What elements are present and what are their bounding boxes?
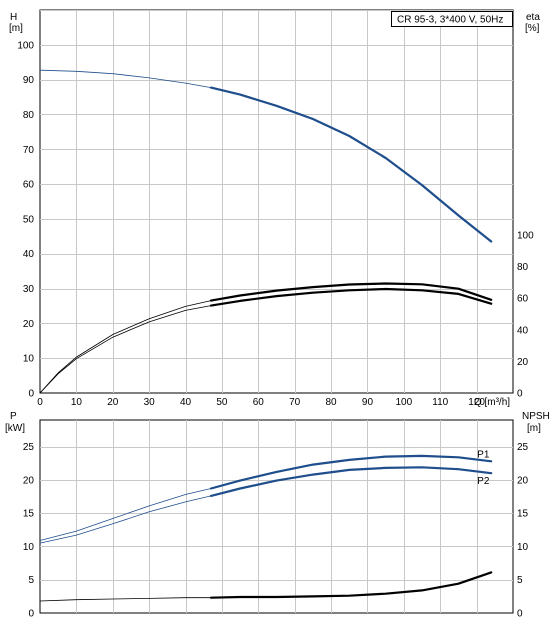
eta-axis-label: eta xyxy=(526,12,540,23)
eta-tick-label: 60 xyxy=(517,294,529,305)
p-tick-label: 25 xyxy=(23,442,35,453)
npsh-tick-label: 15 xyxy=(517,509,529,520)
q-tick-label: 70 xyxy=(289,397,301,408)
h-tick-label: 100 xyxy=(17,40,34,51)
npsh-tick-label: 5 xyxy=(517,575,523,586)
npsh-axis-label: NPSH xyxy=(522,411,550,422)
npsh-axis-unit: [m] xyxy=(527,423,541,434)
title-box xyxy=(391,11,513,27)
h-tick-label: 50 xyxy=(23,214,35,225)
h-axis-unit: [m] xyxy=(9,23,23,34)
h-tick-label: 30 xyxy=(23,284,35,295)
q-tick-label: 10 xyxy=(71,397,83,408)
upper-plot-frame xyxy=(39,9,514,394)
h-tick-label: 70 xyxy=(23,145,35,156)
eta-axis-unit: [%] xyxy=(525,23,540,34)
upper-series-2-curve-thin xyxy=(39,305,212,394)
p-tick-label: 0 xyxy=(28,609,34,620)
series-label-p1: P1 xyxy=(477,449,490,460)
q-tick-label: 30 xyxy=(144,397,156,408)
q-tick-label: 60 xyxy=(253,397,265,408)
upper-series-0-curve-thick xyxy=(209,86,493,243)
q-tick-label: 40 xyxy=(180,397,192,408)
eta-tick-label: 40 xyxy=(517,325,529,336)
upper-series-0-curve-thin xyxy=(39,69,212,88)
eta-tick-label: 80 xyxy=(517,262,529,273)
q-tick-label: 80 xyxy=(326,397,338,408)
upper-series-2-curve-thick xyxy=(209,287,493,307)
p1-curve-thin xyxy=(39,488,212,541)
lower-series-2-curve-thick xyxy=(209,571,493,599)
eta-tick-label: 0 xyxy=(517,389,523,400)
npsh-tick-label: 20 xyxy=(517,475,529,486)
p-axis-label: P xyxy=(10,411,17,422)
q-tick-label: 100 xyxy=(396,397,413,408)
q-tick-label: 50 xyxy=(216,397,228,408)
npsh-tick-label: 0 xyxy=(517,609,523,620)
p-tick-label: 20 xyxy=(23,475,35,486)
h-tick-label: 90 xyxy=(23,75,35,86)
p2-curve-thin xyxy=(39,495,212,544)
h-tick-label: 10 xyxy=(23,354,35,365)
series-label-p2: P2 xyxy=(477,476,490,487)
npsh-tick-label: 10 xyxy=(517,542,529,553)
h-tick-label: 0 xyxy=(28,389,34,400)
upper-series-1-curve-thin xyxy=(39,300,212,394)
eta-tick-label: 20 xyxy=(517,357,529,368)
p2-curve-thick xyxy=(209,466,493,497)
p-tick-label: 10 xyxy=(23,542,35,553)
lower-series-2-curve-thin xyxy=(39,597,211,602)
h-axis-label: H xyxy=(10,12,17,23)
chart-title: CR 95-3, 3*400 V, 50Hz xyxy=(397,15,503,26)
q-tick-label: 90 xyxy=(362,397,374,408)
q-tick-label: 120 xyxy=(468,397,485,408)
h-tick-label: 80 xyxy=(23,110,35,121)
p-tick-label: 5 xyxy=(28,575,34,586)
q-tick-label: 110 xyxy=(432,397,448,408)
h-tick-label: 60 xyxy=(23,180,35,191)
h-tick-label: 20 xyxy=(23,319,35,330)
q-tick-label: 0 xyxy=(37,397,43,408)
lower-plot-frame xyxy=(39,419,514,614)
h-tick-label: 40 xyxy=(23,249,35,260)
eta-tick-label: 100 xyxy=(517,231,534,242)
q-tick-label: 20 xyxy=(107,397,119,408)
p-tick-label: 15 xyxy=(23,509,35,520)
p1-curve-thick xyxy=(209,454,493,490)
p-axis-unit: [kW] xyxy=(5,423,25,434)
q-axis-label: Q [m³/h] xyxy=(474,397,510,408)
upper-series-1-curve-thick xyxy=(209,282,493,302)
npsh-tick-label: 25 xyxy=(517,442,529,453)
